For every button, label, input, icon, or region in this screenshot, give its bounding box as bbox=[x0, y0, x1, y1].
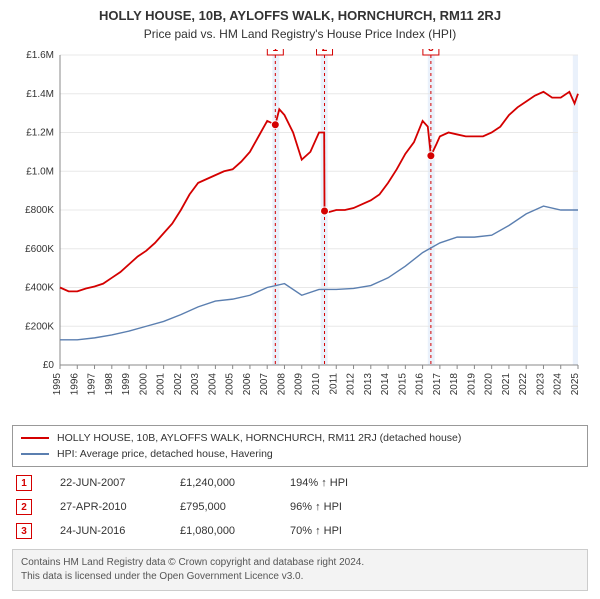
x-tick-label: 2019 bbox=[466, 373, 477, 396]
sale-row-badge: 2 bbox=[16, 499, 32, 515]
legend-label: HPI: Average price, detached house, Have… bbox=[57, 448, 273, 460]
sale-row: 3 24-JUN-2016 £1,080,000 70% ↑ HPI bbox=[12, 523, 588, 539]
sale-row-badge: 1 bbox=[16, 475, 32, 491]
sale-marker bbox=[271, 121, 279, 129]
y-tick-label: £1.4M bbox=[26, 89, 54, 100]
price-chart: £0 £200K £400K £600K £800K £1.0M £1.2M £1.4M £1.… bbox=[12, 49, 588, 419]
sale-price: £795,000 bbox=[180, 501, 270, 513]
sale-pct: 194% ↑ HPI bbox=[290, 477, 348, 489]
x-tick-label: 2002 bbox=[173, 373, 184, 396]
x-tick-label: 2015 bbox=[397, 373, 408, 396]
x-tick-label: 2007 bbox=[259, 373, 270, 396]
sales-table: 1 22-JUN-2007 £1,240,000 194% ↑ HPI 2 27-APR-… bbox=[12, 475, 588, 539]
x-tick-label: 2016 bbox=[415, 373, 426, 396]
sale-date: 22-JUN-2007 bbox=[60, 477, 160, 489]
footer-line: This data is licensed under the Open Gov… bbox=[21, 570, 579, 584]
x-tick-label: 2012 bbox=[346, 373, 357, 396]
footer-line: Contains HM Land Registry data © Crown c… bbox=[21, 556, 579, 570]
sale-price: £1,080,000 bbox=[180, 525, 270, 537]
x-tick-label: 2020 bbox=[484, 373, 495, 396]
x-tick-label: 2017 bbox=[432, 373, 443, 396]
x-tick-label: 2006 bbox=[242, 373, 253, 396]
sale-price: £1,240,000 bbox=[180, 477, 270, 489]
sale-date: 27-APR-2010 bbox=[60, 501, 160, 513]
sale-badge-num: 1 bbox=[273, 49, 279, 54]
y-tick-label: £0 bbox=[43, 360, 55, 371]
y-tick-label: £400K bbox=[25, 283, 54, 294]
x-tick-label: 2021 bbox=[501, 373, 512, 396]
sale-row-badge: 3 bbox=[16, 523, 32, 539]
x-tick-label: 1997 bbox=[87, 373, 98, 396]
y-tick-label: £800K bbox=[25, 205, 54, 216]
y-tick-label: £1.0M bbox=[26, 166, 54, 177]
y-tick-label: £1.6M bbox=[26, 50, 54, 61]
x-tick-label: 2009 bbox=[294, 373, 305, 396]
legend-label: HOLLY HOUSE, 10B, AYLOFFS WALK, HORNCHUR… bbox=[57, 432, 461, 444]
x-tick-label: 2003 bbox=[190, 373, 201, 396]
x-tick-label: 2000 bbox=[138, 373, 149, 396]
x-tick-label: 1995 bbox=[52, 373, 63, 396]
legend-swatch bbox=[21, 437, 49, 439]
x-tick-label: 2013 bbox=[363, 373, 374, 396]
x-tick-label: 2010 bbox=[311, 373, 322, 396]
x-tick-label: 2005 bbox=[225, 373, 236, 396]
x-tick-label: 2018 bbox=[449, 373, 460, 396]
sale-row: 2 27-APR-2010 £795,000 96% ↑ HPI bbox=[12, 499, 588, 515]
sale-badge-num: 2 bbox=[322, 49, 328, 54]
sale-marker bbox=[321, 207, 329, 215]
x-tick-label: 2001 bbox=[156, 373, 167, 396]
x-tick-label: 1998 bbox=[104, 373, 115, 396]
x-tick-label: 2008 bbox=[276, 373, 287, 396]
x-tick-label: 2011 bbox=[328, 373, 339, 395]
attribution-footer: Contains HM Land Registry data © Crown c… bbox=[12, 549, 588, 591]
x-tick-label: 2024 bbox=[553, 373, 564, 396]
sale-pct: 96% ↑ HPI bbox=[290, 501, 342, 513]
sale-marker bbox=[427, 152, 435, 160]
y-tick-label: £1.2M bbox=[26, 128, 54, 139]
sale-date: 24-JUN-2016 bbox=[60, 525, 160, 537]
x-tick-label: 1999 bbox=[121, 373, 132, 396]
x-tick-label: 2025 bbox=[570, 373, 581, 396]
sale-row: 1 22-JUN-2007 £1,240,000 194% ↑ HPI bbox=[12, 475, 588, 491]
legend-row: HOLLY HOUSE, 10B, AYLOFFS WALK, HORNCHUR… bbox=[21, 430, 579, 446]
chart-title: HOLLY HOUSE, 10B, AYLOFFS WALK, HORNCHUR… bbox=[12, 8, 588, 23]
legend-swatch bbox=[21, 453, 49, 455]
sale-pct: 70% ↑ HPI bbox=[290, 525, 342, 537]
legend: HOLLY HOUSE, 10B, AYLOFFS WALK, HORNCHUR… bbox=[12, 425, 588, 467]
x-tick-label: 2022 bbox=[518, 373, 529, 396]
x-tick-label: 2023 bbox=[535, 373, 546, 396]
y-tick-label: £200K bbox=[25, 321, 54, 332]
legend-row: HPI: Average price, detached house, Have… bbox=[21, 446, 579, 462]
x-tick-label: 1996 bbox=[69, 373, 80, 396]
x-tick-label: 2004 bbox=[207, 373, 218, 396]
x-tick-label: 2014 bbox=[380, 373, 391, 396]
chart-subtitle: Price paid vs. HM Land Registry's House … bbox=[12, 27, 588, 41]
sale-badge-num: 3 bbox=[428, 49, 434, 54]
y-tick-label: £600K bbox=[25, 244, 54, 255]
